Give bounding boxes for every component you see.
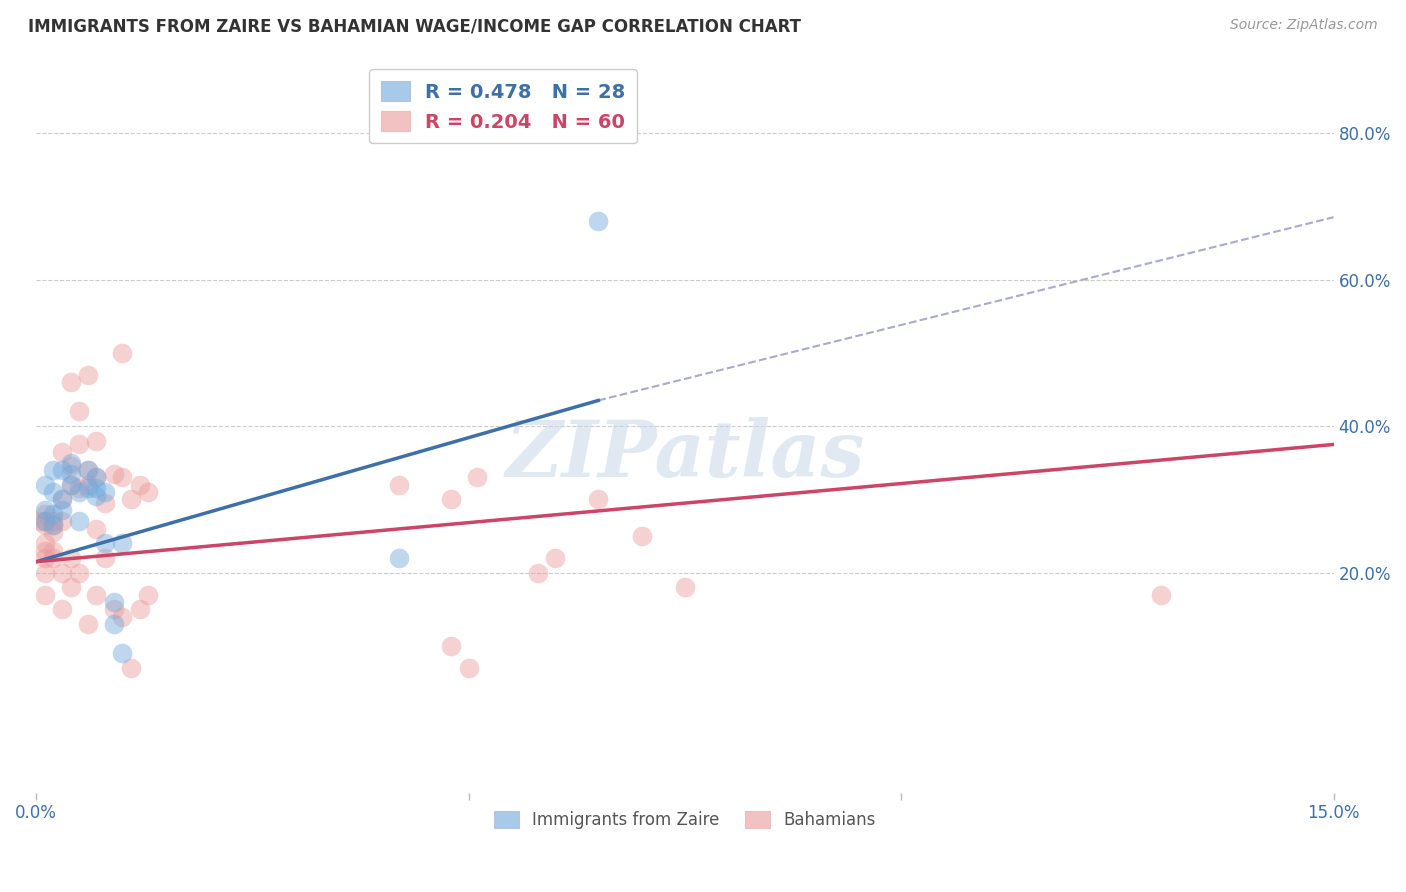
Point: [34, 588, 56, 602]
Point: [94, 485, 117, 500]
Point: [34, 536, 56, 550]
Point: [86, 434, 108, 448]
Point: [34, 543, 56, 558]
Point: [673, 581, 696, 595]
Point: [388, 477, 411, 491]
Point: [42, 551, 65, 566]
Point: [67, 404, 90, 418]
Point: [86, 470, 108, 484]
Point: [120, 661, 142, 675]
Point: [94, 536, 117, 550]
Point: [67, 566, 90, 580]
Point: [42, 518, 65, 533]
Point: [86, 489, 108, 503]
Point: [42, 507, 65, 521]
Point: [465, 470, 488, 484]
Point: [128, 602, 150, 616]
Point: [67, 515, 90, 529]
Text: ZIPatlas: ZIPatlas: [505, 417, 865, 493]
Point: [51, 602, 73, 616]
Point: [76, 617, 98, 632]
Point: [34, 507, 56, 521]
Point: [630, 529, 652, 543]
Point: [42, 463, 65, 477]
Point: [34, 477, 56, 491]
Point: [111, 536, 134, 550]
Point: [42, 525, 65, 540]
Text: IMMIGRANTS FROM ZAIRE VS BAHAMIAN WAGE/INCOME GAP CORRELATION CHART: IMMIGRANTS FROM ZAIRE VS BAHAMIAN WAGE/I…: [28, 18, 801, 36]
Point: [51, 492, 73, 507]
Point: [34, 518, 56, 533]
Point: [86, 588, 108, 602]
Point: [94, 496, 117, 510]
Point: [76, 463, 98, 477]
Point: [588, 492, 610, 507]
Legend: Immigrants from Zaire, Bahamians: Immigrants from Zaire, Bahamians: [488, 804, 882, 836]
Point: [120, 492, 142, 507]
Point: [1149, 588, 1171, 602]
Point: [76, 482, 98, 496]
Point: [457, 661, 479, 675]
Point: [76, 477, 98, 491]
Point: [526, 566, 548, 580]
Point: [34, 551, 56, 566]
Point: [67, 482, 90, 496]
Point: [67, 437, 90, 451]
Point: [59, 551, 82, 566]
Point: [94, 551, 117, 566]
Point: [440, 492, 463, 507]
Point: [51, 444, 73, 458]
Point: [388, 551, 411, 566]
Point: [138, 485, 160, 500]
Point: [42, 518, 65, 533]
Point: [86, 482, 108, 496]
Point: [103, 602, 125, 616]
Point: [103, 467, 125, 481]
Point: [59, 459, 82, 474]
Point: [67, 485, 90, 500]
Point: [59, 467, 82, 481]
Point: [103, 595, 125, 609]
Point: [34, 515, 56, 529]
Point: [42, 485, 65, 500]
Point: [34, 503, 56, 517]
Text: Source: ZipAtlas.com: Source: ZipAtlas.com: [1230, 18, 1378, 32]
Point: [588, 214, 610, 228]
Point: [138, 588, 160, 602]
Point: [440, 639, 463, 653]
Point: [76, 368, 98, 382]
Point: [30, 515, 52, 529]
Point: [59, 456, 82, 470]
Point: [34, 566, 56, 580]
Point: [34, 515, 56, 529]
Point: [128, 477, 150, 491]
Point: [111, 609, 134, 624]
Point: [51, 566, 73, 580]
Point: [111, 646, 134, 660]
Point: [51, 503, 73, 517]
Point: [544, 551, 567, 566]
Point: [59, 581, 82, 595]
Point: [42, 543, 65, 558]
Point: [111, 346, 134, 360]
Point: [59, 477, 82, 491]
Point: [51, 492, 73, 507]
Point: [51, 463, 73, 477]
Point: [111, 470, 134, 484]
Point: [59, 375, 82, 389]
Point: [76, 463, 98, 477]
Point: [51, 515, 73, 529]
Point: [86, 470, 108, 484]
Point: [103, 617, 125, 632]
Point: [42, 515, 65, 529]
Point: [59, 477, 82, 491]
Point: [86, 522, 108, 536]
